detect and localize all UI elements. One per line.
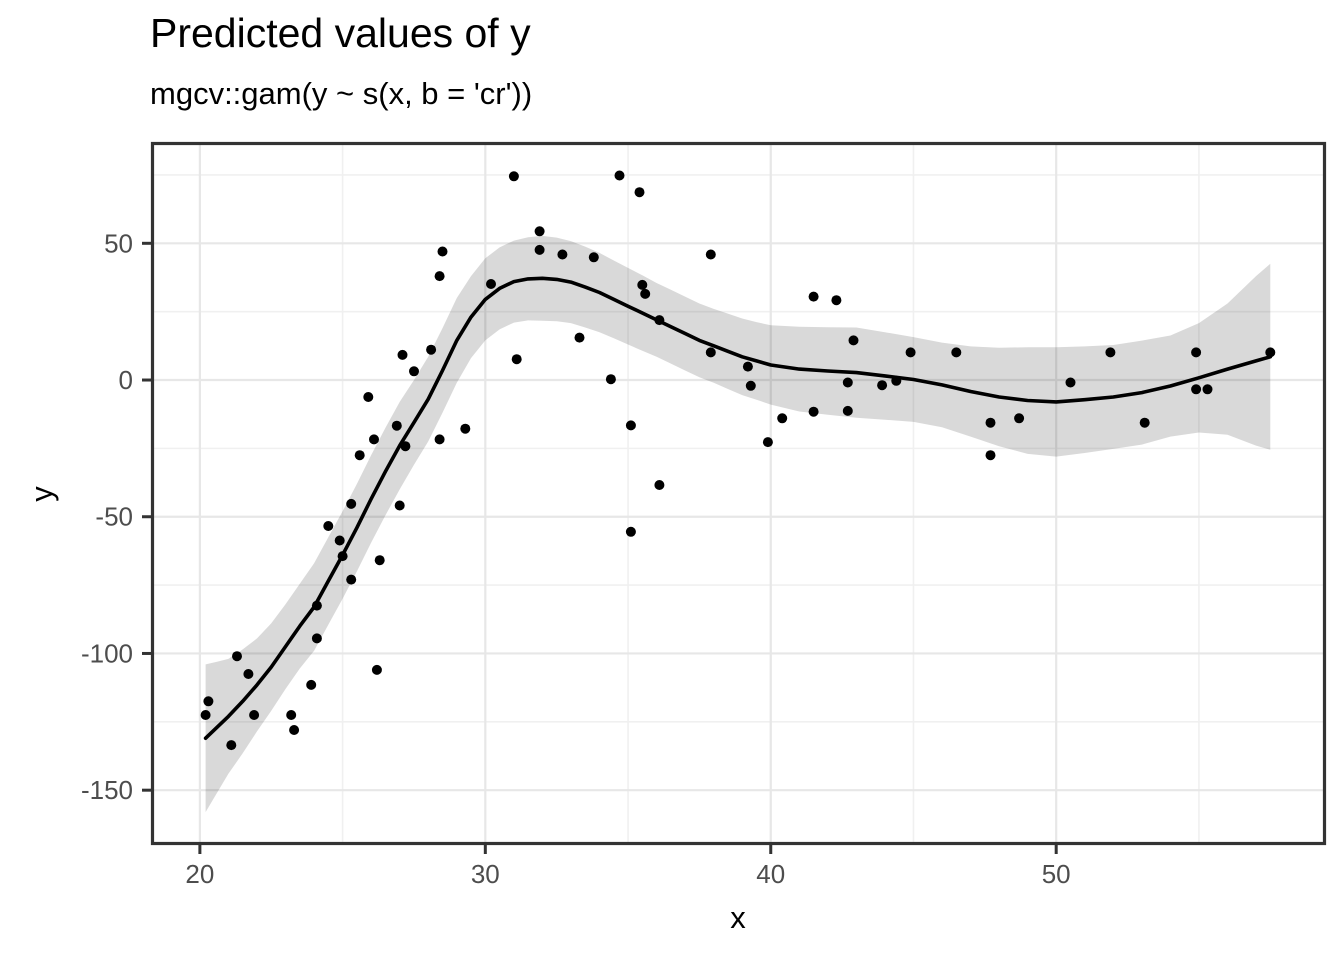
- data-point: [243, 669, 254, 679]
- data-point: [1265, 347, 1276, 358]
- data-point: [334, 535, 345, 546]
- data-point: [226, 740, 237, 751]
- data-point: [346, 574, 357, 585]
- data-point: [762, 437, 773, 448]
- data-point: [831, 295, 842, 306]
- data-point: [460, 423, 471, 434]
- data-point: [705, 347, 716, 358]
- data-point: [534, 244, 545, 255]
- data-point: [808, 406, 819, 417]
- data-point: [374, 555, 385, 566]
- y-axis-title: y: [24, 486, 59, 502]
- data-point: [409, 366, 419, 377]
- data-point: [1014, 413, 1025, 424]
- data-point: [742, 361, 753, 372]
- data-point: [289, 725, 300, 735]
- plot-title: Predicted values of y: [150, 10, 531, 56]
- data-point: [337, 551, 348, 562]
- data-point: [605, 374, 616, 385]
- data-point: [397, 349, 408, 360]
- y-tick-label: -150: [81, 775, 133, 805]
- x-tick-label: 30: [471, 859, 500, 889]
- y-tick-label: -50: [95, 502, 133, 532]
- data-point: [486, 279, 496, 289]
- data-point: [323, 521, 334, 531]
- data-point: [391, 420, 402, 431]
- y-tick-label: 0: [119, 365, 133, 395]
- data-point: [371, 664, 382, 675]
- data-point: [654, 480, 665, 490]
- data-point: [808, 291, 819, 302]
- data-point: [557, 249, 568, 260]
- data-point: [985, 450, 996, 461]
- data-point: [511, 354, 522, 365]
- data-point: [1191, 384, 1202, 395]
- y-tick-label: -100: [81, 638, 133, 668]
- confidence-ribbon: [205, 235, 1271, 813]
- data-point: [777, 413, 788, 424]
- x-axis-title: x: [730, 900, 746, 935]
- data-point: [1105, 347, 1116, 358]
- data-point: [745, 380, 756, 391]
- data-point: [437, 246, 448, 257]
- data-point: [400, 441, 411, 452]
- data-point: [508, 171, 519, 182]
- data-point: [311, 600, 322, 611]
- data-point: [588, 252, 599, 263]
- data-point: [394, 500, 405, 511]
- x-tick-label: 50: [1042, 859, 1071, 889]
- data-point: [985, 417, 996, 428]
- data-point: [1139, 417, 1150, 428]
- smooth-line: [203, 276, 1273, 740]
- data-point: [203, 696, 214, 707]
- data-point: [891, 375, 902, 386]
- data-point: [574, 332, 585, 343]
- data-point: [346, 498, 357, 509]
- data-point: [1065, 377, 1076, 388]
- x-tick-label: 20: [185, 859, 214, 889]
- y-tick-label: 50: [104, 228, 133, 258]
- panel-border: [150, 141, 1327, 846]
- data-point: [625, 420, 636, 431]
- data-point: [640, 288, 651, 299]
- data-point: [286, 710, 297, 720]
- data-point: [363, 392, 374, 402]
- data-point: [1191, 347, 1202, 358]
- data-point: [200, 710, 211, 720]
- data-point: [848, 335, 859, 346]
- data-point: [951, 347, 962, 358]
- data-point: [654, 315, 665, 326]
- data-point: [232, 651, 242, 662]
- data-point: [634, 187, 645, 198]
- data-point: [877, 380, 888, 391]
- data-point: [311, 633, 322, 644]
- data-point: [614, 170, 625, 181]
- data-point: [637, 279, 648, 290]
- data-point: [434, 271, 445, 282]
- data-point: [426, 344, 437, 355]
- data-point: [534, 226, 545, 237]
- data-point: [1202, 384, 1213, 395]
- data-point: [354, 450, 365, 461]
- x-tick-label: 40: [756, 859, 785, 889]
- data-point: [249, 710, 260, 720]
- data-point: [905, 347, 916, 358]
- data-point: [625, 526, 636, 537]
- plot-subtitle: mgcv::gam(y ~ s(x, b = 'cr')): [150, 76, 533, 111]
- data-point: [705, 249, 716, 260]
- data-point: [842, 377, 853, 388]
- data-point: [369, 434, 379, 445]
- data-point: [434, 434, 445, 445]
- data-point: [842, 405, 853, 416]
- data-point: [306, 679, 317, 690]
